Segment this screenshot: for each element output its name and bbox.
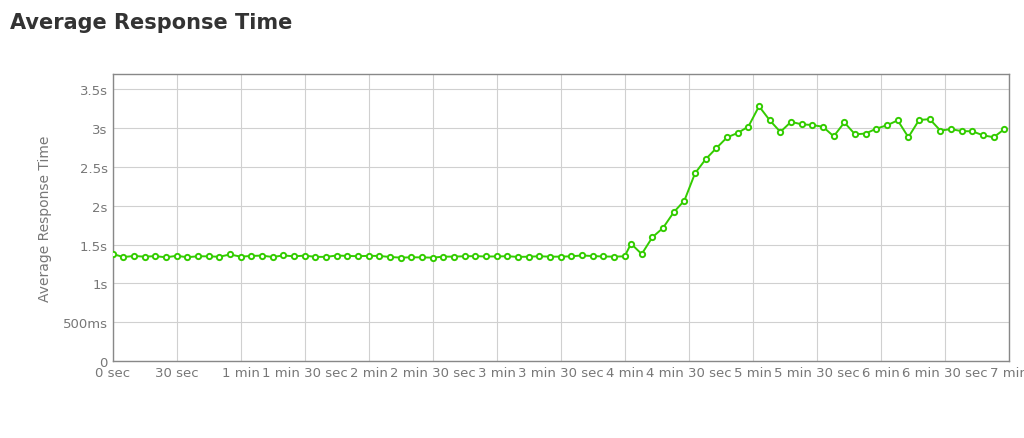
Text: Average Response Time: Average Response Time	[10, 13, 293, 33]
Y-axis label: Average Response Time: Average Response Time	[38, 135, 51, 301]
